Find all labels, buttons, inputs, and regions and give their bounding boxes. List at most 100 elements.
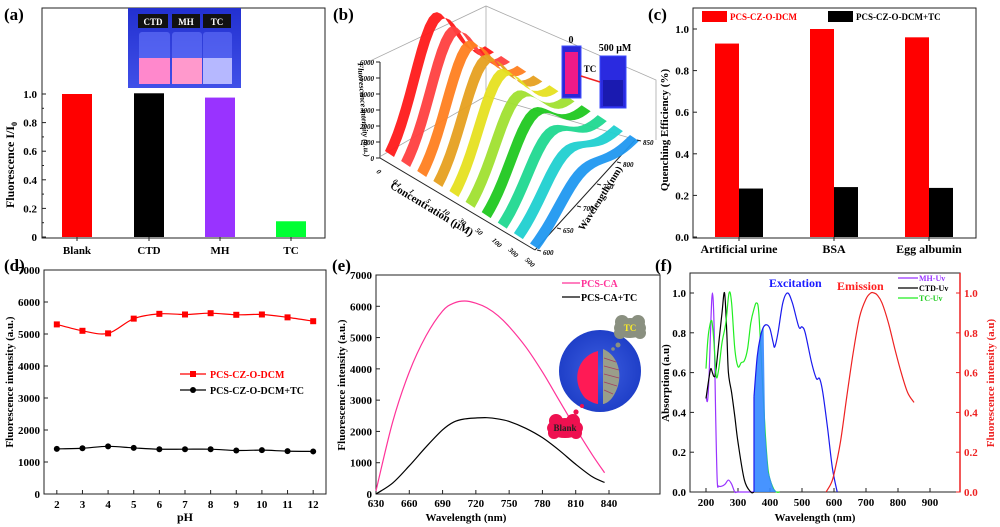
series-line-e-1 bbox=[375, 417, 605, 495]
ribbon-1 bbox=[417, 40, 527, 178]
panel-label-a: (a) bbox=[4, 5, 24, 24]
legend-label-c-0: PCS-CZ-O-DCM bbox=[730, 12, 797, 22]
y-right-tick-label-f: 0.0 bbox=[964, 487, 978, 499]
x-tick-label-b: 300 bbox=[506, 245, 520, 259]
vials-photo-inset: CTD MH TC bbox=[128, 8, 241, 88]
vial-label-ctd: CTD bbox=[143, 17, 163, 27]
cuvette-inset: 0 500 μM TC bbox=[561, 35, 632, 109]
ribbon-500 bbox=[530, 134, 639, 250]
y-right-tick-label-f: 0.6 bbox=[964, 368, 978, 380]
data-point-d-0 bbox=[233, 311, 240, 318]
x-axis-label-f: Wavelength (nm) bbox=[775, 512, 856, 524]
bubble-label-blank: Blank bbox=[553, 423, 576, 433]
y-axis-right-label-f: Fluorescence intensity (a.u) bbox=[985, 318, 997, 447]
y-tick-label-a: 1.0 bbox=[23, 89, 37, 101]
ribbon-50 bbox=[481, 105, 591, 219]
data-point-d-1 bbox=[310, 448, 317, 455]
x-tick-label-b: 500 bbox=[523, 256, 536, 269]
cuvette-label-0: 0 bbox=[569, 35, 574, 46]
bar-blank bbox=[62, 94, 92, 237]
bar-ctd bbox=[134, 93, 164, 237]
y-axis-label-e: Fluorescence intensity (a.u.) bbox=[336, 319, 348, 451]
x-tick-label-e: 660 bbox=[401, 498, 418, 510]
y-axis-label-f: Absorption (a.u) bbox=[660, 344, 672, 422]
ribbon-30 bbox=[465, 90, 575, 208]
x-tick-label-b: 0 bbox=[375, 168, 383, 176]
y-tick-label-b: 600 bbox=[543, 249, 554, 257]
x-tick-label-d: 9 bbox=[234, 499, 240, 511]
y-tick-b bbox=[556, 227, 562, 230]
series-line-f-ctd-uv bbox=[705, 291, 755, 494]
panel-c-grouped-bar-chart: (c) 0.0 0.2 0.4 0.6 0.8 1.0 Artificial urine BS… bbox=[648, 5, 977, 256]
legend-label-f-2: TC-Uv bbox=[919, 294, 943, 303]
legend-label-f-1: CTD-Uv bbox=[919, 284, 948, 293]
y-right-tick-label-f: 1.0 bbox=[964, 288, 978, 300]
y-tick-label-c: 0.4 bbox=[675, 149, 689, 161]
y-tick-label-e: 0 bbox=[367, 489, 373, 501]
y-tick-label-e: 6000 bbox=[350, 301, 373, 313]
y-tick-label-d: 0 bbox=[35, 489, 41, 501]
y-tick-label-b: 800 bbox=[623, 161, 634, 169]
legend-swatch-c-0 bbox=[702, 11, 727, 22]
vial-label-mh: MH bbox=[178, 17, 194, 27]
legend-label-c-1: PCS-CZ-O-DCM+TC bbox=[856, 12, 941, 22]
data-point-d-1 bbox=[207, 446, 214, 453]
y-tick-label-e: 2000 bbox=[350, 426, 373, 438]
panel-e-line-chart: (e) 0 1000 2000 3000 4000 5000 6000 7000 630 660 6… bbox=[332, 256, 661, 524]
legend-label-e-1: PCS-CA+TC bbox=[581, 293, 637, 304]
y-tick-label-b: 850 bbox=[643, 139, 654, 147]
panel-label-c: (c) bbox=[648, 5, 667, 24]
y-right-tick-label-f: 0.4 bbox=[964, 407, 978, 419]
legend-f: MH-Uv CTD-Uv TC-Uv bbox=[898, 274, 948, 303]
y-tick-label-f: 1.0 bbox=[672, 288, 686, 300]
annotation-emission: Emission bbox=[837, 279, 884, 293]
x-tick-label-d: 11 bbox=[282, 499, 292, 511]
y-tick-label-f: 0.0 bbox=[672, 487, 686, 499]
plot-frame-f bbox=[689, 272, 961, 493]
x-tick-label-f: 600 bbox=[826, 497, 843, 509]
legend-label-f-0: MH-Uv bbox=[919, 274, 945, 283]
annotation-excitation: Excitation bbox=[769, 276, 822, 290]
x-tick-label-e: 720 bbox=[468, 498, 485, 510]
z-tick-label-b: 2000 bbox=[359, 123, 375, 131]
y-tick-label-a: 0.8 bbox=[23, 118, 37, 130]
series-line-f-excitation bbox=[753, 292, 838, 493]
y-tick-label-e: 5000 bbox=[350, 333, 373, 345]
ribbon-0 bbox=[385, 12, 494, 158]
panel-d-line-chart: (d) 0 1000 2000 3000 4000 5000 6000 7000 2 3 4 5 6 7 8… bbox=[4, 256, 327, 524]
y-tick-label-d: 5000 bbox=[18, 329, 41, 341]
x-tick-label-d: 2 bbox=[54, 499, 60, 511]
data-point-d-1 bbox=[156, 446, 163, 453]
x-tick-label-a: Blank bbox=[63, 245, 92, 257]
data-point-d-0 bbox=[156, 310, 163, 317]
series-line-f-emission bbox=[825, 291, 915, 493]
legend-swatch-c-1 bbox=[828, 11, 853, 22]
x-tick-label-e: 840 bbox=[601, 498, 618, 510]
legend-c: PCS-CZ-O-DCM PCS-CZ-O-DCM+TC bbox=[702, 11, 941, 22]
data-point-d-1 bbox=[258, 447, 265, 454]
x-tick-label-a: MH bbox=[211, 245, 230, 257]
z-tick-label-b: 0 bbox=[371, 155, 375, 163]
x-tick-label-d: 12 bbox=[308, 499, 320, 511]
y-tick-label-e: 3000 bbox=[350, 395, 373, 407]
x-tick-label-f: 300 bbox=[730, 497, 747, 509]
x-tick-label-f: 500 bbox=[794, 497, 811, 509]
x-tick-label-d: 8 bbox=[208, 499, 214, 511]
y-tick-label-b: 700 bbox=[583, 205, 594, 213]
plot-frame-d bbox=[43, 269, 327, 495]
y-tick-label-c: 0.2 bbox=[675, 190, 689, 202]
z-tick-label-b: 4000 bbox=[359, 91, 375, 99]
thought-bubble-blank bbox=[547, 404, 584, 439]
z-tick-label-b: 6000 bbox=[360, 59, 375, 67]
y-tick-label-f: 0.2 bbox=[672, 447, 686, 459]
x-tick-label-b: 1 bbox=[408, 187, 416, 195]
data-point-d-0 bbox=[310, 318, 317, 325]
x-tick-label-f: 200 bbox=[698, 497, 715, 509]
data-point-d-0 bbox=[105, 330, 112, 337]
panel-label-e: (e) bbox=[332, 256, 351, 275]
y-axis-label-c: Quenching Efficiency (%) bbox=[659, 69, 671, 192]
y-tick-label-e: 4000 bbox=[350, 364, 373, 376]
data-point-d-1 bbox=[284, 448, 291, 455]
series-line-e-0 bbox=[375, 300, 606, 492]
